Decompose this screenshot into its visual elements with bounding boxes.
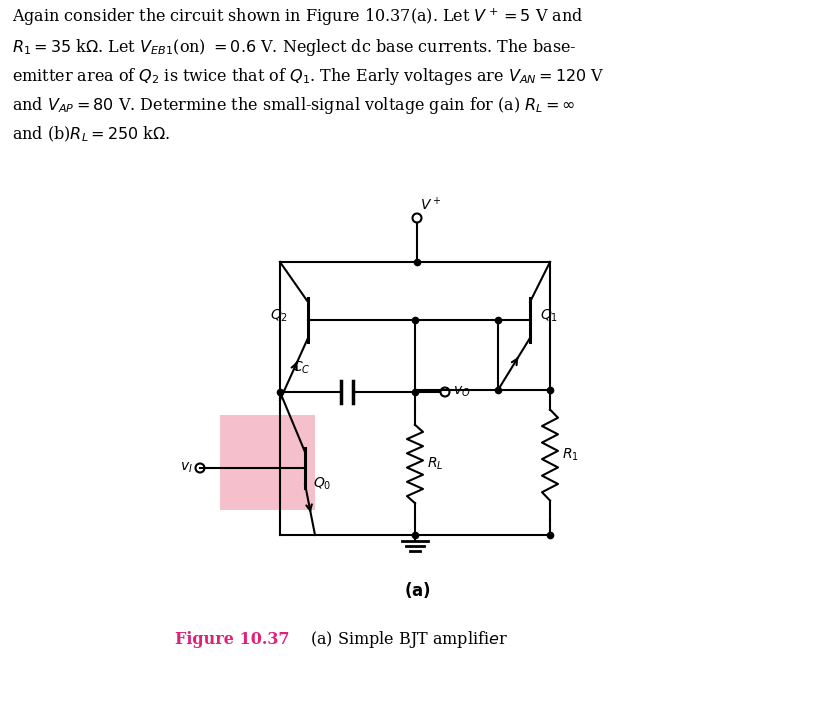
Text: $Q_1$: $Q_1$ [540, 308, 558, 324]
Text: $v_O$: $v_O$ [453, 385, 470, 399]
Text: Again consider the circuit shown in Figure 10.37(a). Let $V^+ = 5$ V and
$R_1 = : Again consider the circuit shown in Figu… [12, 7, 605, 144]
Text: $R_L$: $R_L$ [427, 456, 444, 472]
Text: $C_C$: $C_C$ [292, 360, 310, 376]
FancyBboxPatch shape [220, 415, 315, 510]
Text: $R_1$: $R_1$ [562, 447, 579, 463]
Text: $V^+$: $V^+$ [420, 196, 441, 213]
Text: (a) Simple BJT amplifi$\it{e}$r: (a) Simple BJT amplifi$\it{e}$r [310, 630, 508, 651]
Text: Figure 10.37: Figure 10.37 [175, 632, 289, 649]
Text: $v_I$: $v_I$ [180, 461, 193, 475]
Text: $\bf{(a)}$: $\bf{(a)}$ [404, 580, 430, 600]
Text: $Q_0$: $Q_0$ [313, 476, 331, 492]
Text: $Q_2$: $Q_2$ [270, 308, 288, 324]
